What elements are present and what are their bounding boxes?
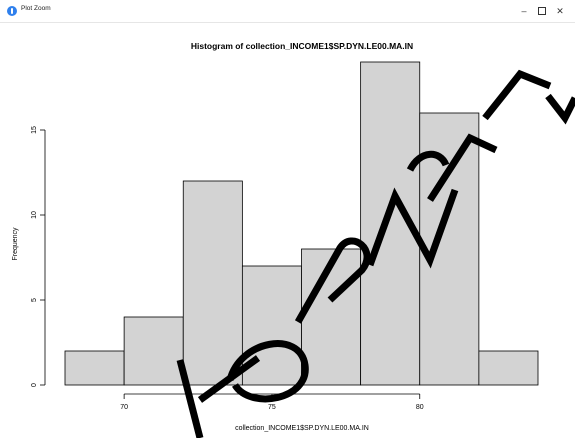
x-axis-label: collection_INCOME1$SP.DYN.LE00.MA.IN <box>235 425 369 432</box>
histogram-bar <box>419 112 480 386</box>
y-axis-label: Frequency <box>12 227 19 261</box>
x-tick-label: 80 <box>416 404 424 411</box>
histogram-chart: Histogram of collection_INCOME1$SP.DYN.L… <box>12 41 539 432</box>
y-tick-label: 5 <box>31 298 38 302</box>
histogram-bar <box>64 350 125 386</box>
x-tick-label: 75 <box>268 404 276 411</box>
window-title: Plot Zoom <box>21 5 51 12</box>
histogram-bar <box>360 61 421 386</box>
histogram-bar <box>182 180 243 386</box>
y-tick-label: 10 <box>31 211 38 219</box>
y-axis: 0 5 10 15 <box>31 126 46 387</box>
bars-group <box>64 61 539 386</box>
y-tick-label: 0 <box>31 383 38 387</box>
histogram-bar <box>301 248 362 386</box>
window-titlebar: Plot Zoom – ✕ <box>0 0 575 23</box>
histogram-bar <box>241 265 302 386</box>
chart-title: Histogram of collection_INCOME1$SP.DYN.L… <box>191 41 413 51</box>
plot-area: Histogram of collection_INCOME1$SP.DYN.L… <box>0 22 575 438</box>
minimize-button[interactable]: – <box>515 3 533 19</box>
y-tick-label: 15 <box>31 126 38 134</box>
histogram-bar <box>478 350 539 386</box>
maximize-button[interactable] <box>533 3 551 19</box>
x-axis: 70 75 80 <box>120 393 424 411</box>
maximize-icon <box>538 7 546 15</box>
close-button[interactable]: ✕ <box>551 3 569 19</box>
histogram-bar <box>123 316 184 386</box>
minimize-icon: – <box>521 6 527 16</box>
close-icon: ✕ <box>556 5 564 16</box>
app-icon <box>7 6 17 16</box>
x-tick-label: 70 <box>120 404 128 411</box>
